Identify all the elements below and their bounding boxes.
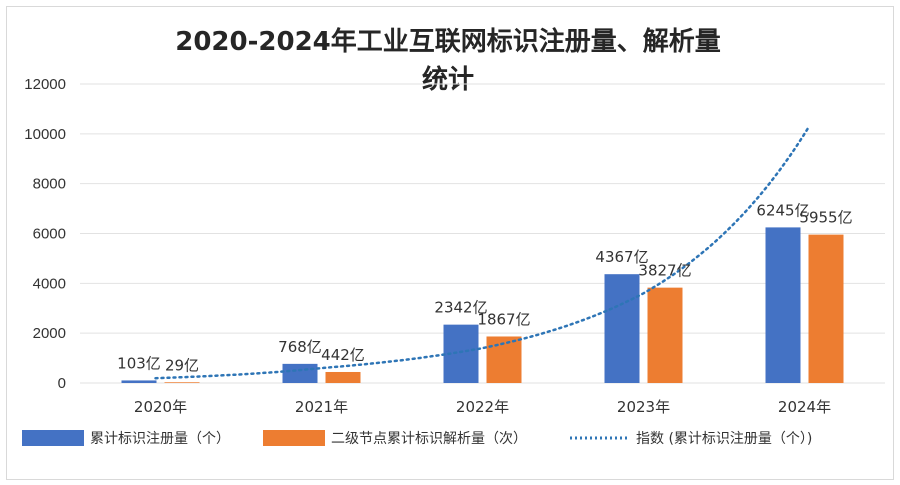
trendline-exponential bbox=[154, 127, 809, 380]
trendline-layer bbox=[154, 127, 809, 380]
bar-series1-4 bbox=[765, 227, 801, 383]
y-axis-ticks: 0 2000 4000 6000 8000 10000 12000 bbox=[24, 76, 66, 392]
y-tick-label-8000: 8000 bbox=[33, 176, 66, 193]
x-tick-label-4: 2024年 bbox=[778, 398, 831, 416]
chart-title-line1: 2020-2024年工业互联网标识注册量、解析量 bbox=[175, 26, 721, 57]
chart-title-line2: 统计 bbox=[422, 64, 474, 95]
data-label-series1-2: 2342亿 bbox=[434, 299, 487, 317]
x-tick-label-3: 2023年 bbox=[617, 398, 670, 416]
y-tick-label-2000: 2000 bbox=[33, 325, 66, 342]
bar-series1-3 bbox=[604, 274, 640, 383]
bar-series2-0 bbox=[164, 382, 200, 383]
legend-label-series-2: 二级节点累计标识解析量（次） bbox=[331, 431, 527, 447]
legend: 累计标识注册量（个） 二级节点累计标识解析量（次） 指数 (累计标识注册量（个）… bbox=[22, 430, 812, 447]
data-label-series1-3: 4367亿 bbox=[595, 248, 648, 266]
y-tick-label-4000: 4000 bbox=[33, 275, 66, 292]
bar-series2-1 bbox=[325, 371, 361, 383]
chart-frame bbox=[6, 6, 894, 480]
x-tick-label-2: 2022年 bbox=[456, 398, 509, 416]
y-tick-label-0: 0 bbox=[58, 375, 66, 392]
legend-label-series-1: 累计标识注册量（个） bbox=[90, 431, 230, 447]
data-label-series1-0: 103亿 bbox=[117, 354, 161, 372]
x-tick-label-0: 2020年 bbox=[134, 398, 187, 416]
gridlines bbox=[80, 83, 885, 384]
legend-swatch-series-2 bbox=[263, 430, 325, 446]
bar-series1-0 bbox=[121, 380, 157, 383]
y-tick-label-12000: 12000 bbox=[24, 76, 66, 93]
data-label-series2-0: 29亿 bbox=[165, 356, 199, 374]
legend-label-trendline: 指数 (累计标识注册量（个）) bbox=[636, 431, 812, 447]
data-label-series2-3: 3827亿 bbox=[638, 262, 691, 280]
data-label-series1-4: 6245亿 bbox=[756, 201, 809, 219]
data-label-series2-2: 1867亿 bbox=[477, 310, 530, 328]
x-tick-label-1: 2021年 bbox=[295, 398, 348, 416]
legend-swatch-series-1 bbox=[22, 430, 84, 446]
y-tick-label-6000: 6000 bbox=[33, 226, 66, 243]
bar-series1-1 bbox=[282, 363, 318, 383]
data-label-series2-4: 5955亿 bbox=[799, 209, 852, 227]
y-tick-label-10000: 10000 bbox=[24, 126, 66, 143]
x-axis-ticks: 2020年 2021年 2022年 2023年 2024年 bbox=[134, 398, 831, 416]
bars bbox=[121, 227, 844, 383]
bar-series2-3 bbox=[647, 287, 683, 383]
data-label-series2-1: 442亿 bbox=[321, 346, 365, 364]
bar-series2-4 bbox=[808, 234, 844, 383]
data-label-series1-1: 768亿 bbox=[278, 338, 322, 356]
